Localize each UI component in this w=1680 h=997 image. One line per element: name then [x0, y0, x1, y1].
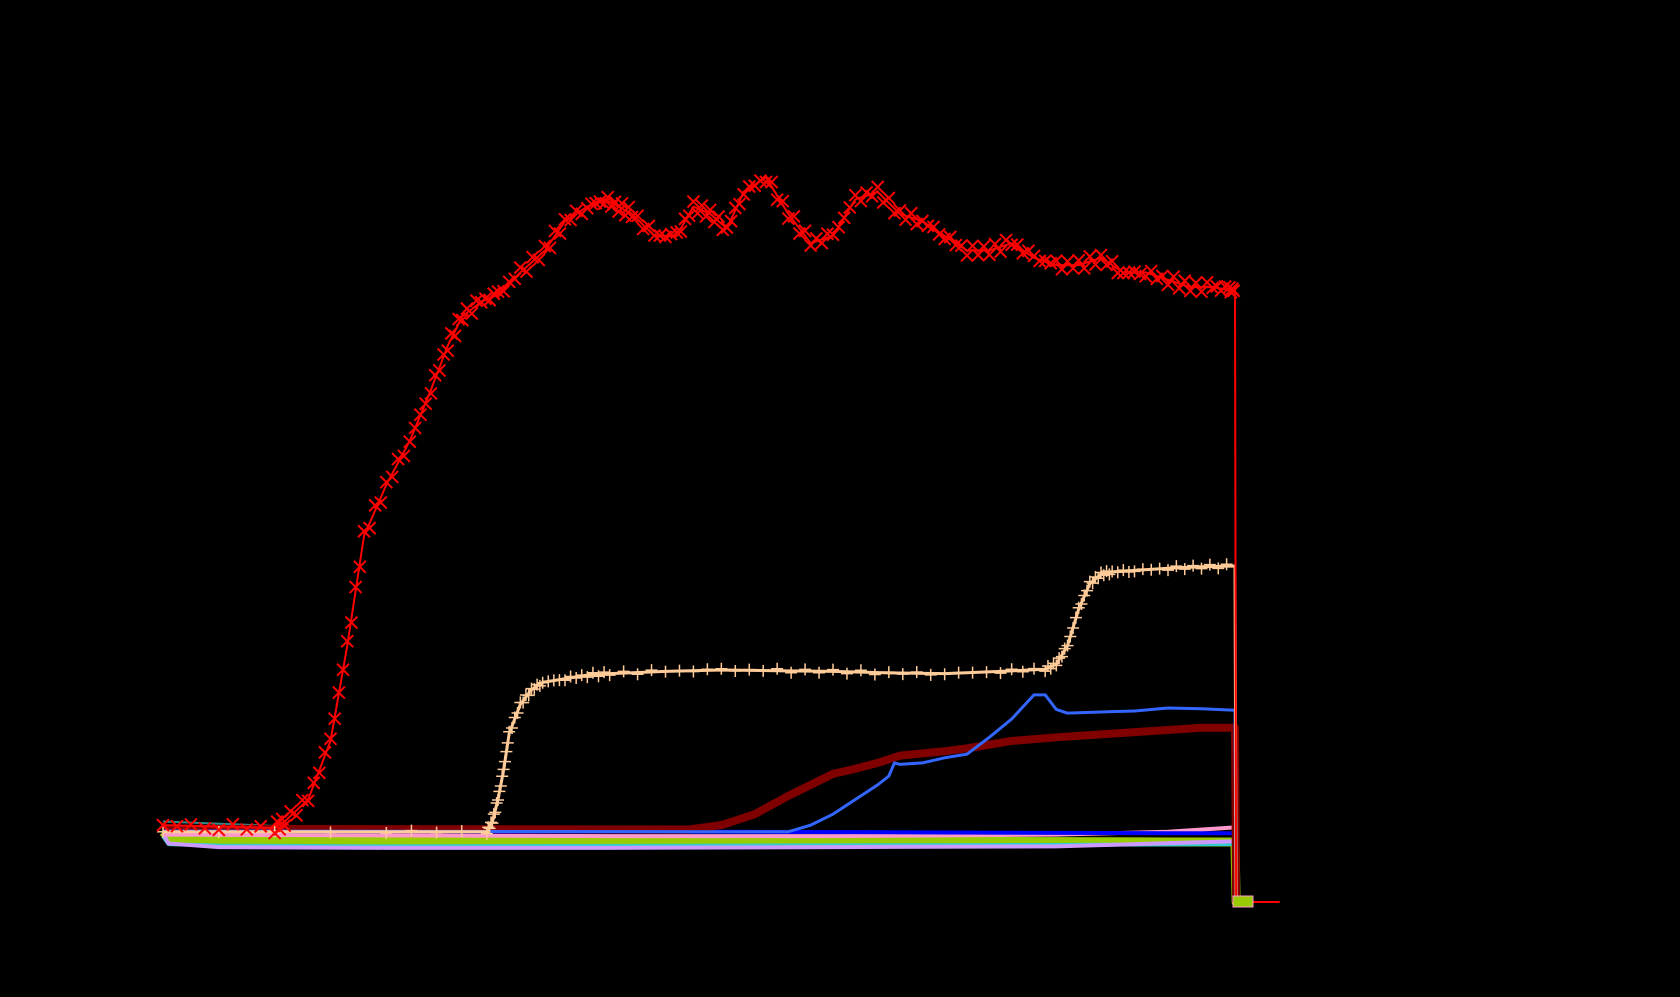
series-red-x-markers — [156, 173, 1241, 840]
series-peach-plus-markers — [157, 558, 1233, 840]
series-lavender-line — [161, 832, 1236, 850]
marker-layer — [156, 173, 1254, 908]
series-blue-line — [162, 693, 1238, 903]
end-marker — [1232, 895, 1254, 908]
series-darkred-line — [162, 723, 1241, 903]
